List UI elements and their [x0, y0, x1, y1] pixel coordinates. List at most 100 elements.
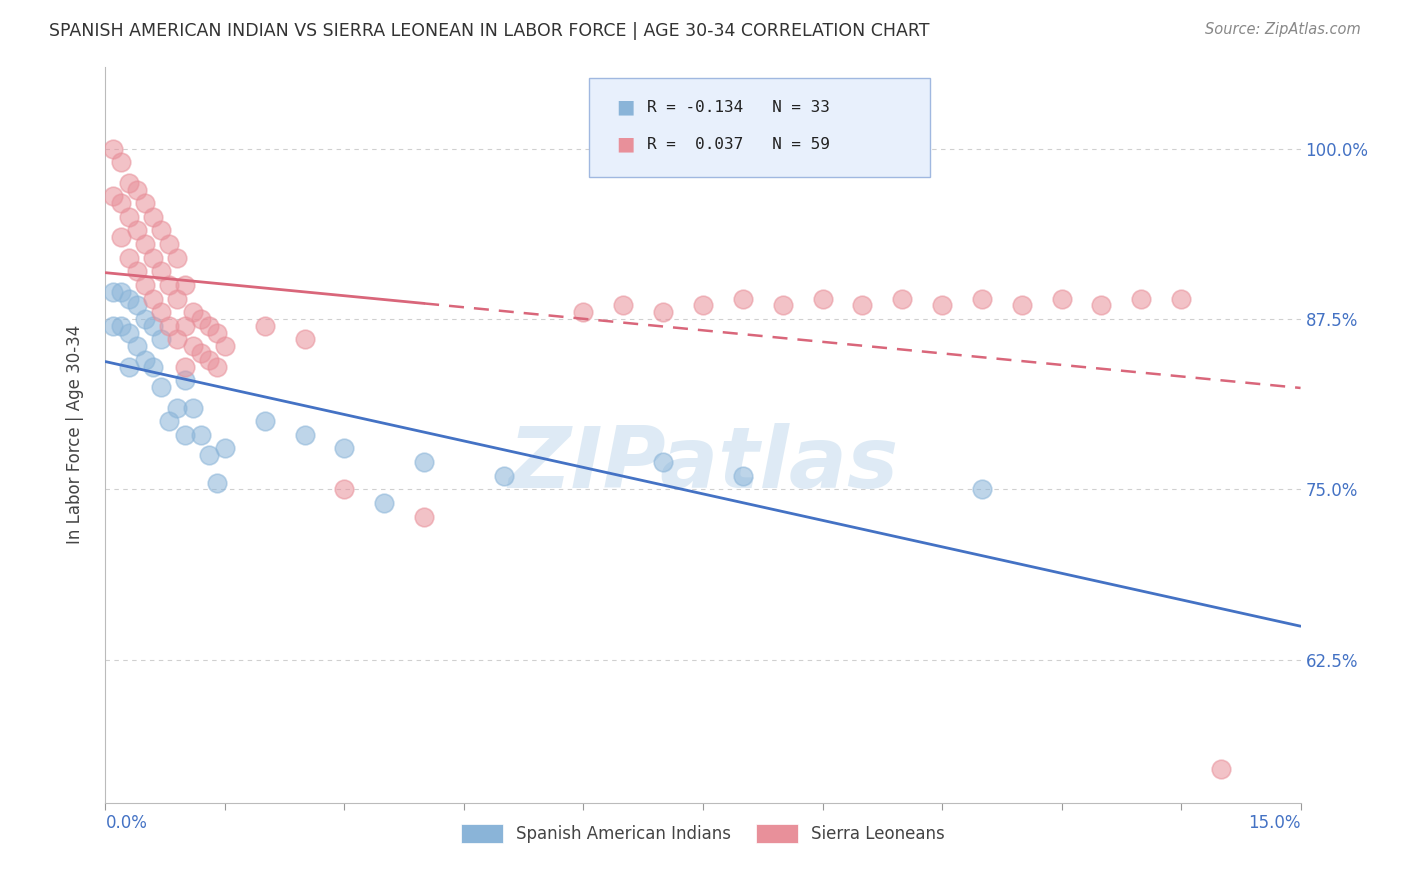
Point	[190, 428, 212, 442]
Point	[1130, 292, 1153, 306]
Point	[110, 155, 132, 169]
Point	[205, 475, 228, 490]
Point	[891, 292, 914, 306]
Point	[110, 285, 132, 299]
Point	[214, 339, 236, 353]
Point	[150, 305, 173, 319]
Point	[413, 455, 436, 469]
Point	[851, 298, 873, 312]
Point	[142, 251, 165, 265]
Point	[572, 305, 595, 319]
Point	[150, 333, 173, 347]
Point	[731, 468, 754, 483]
Point	[1209, 762, 1232, 776]
Text: ■: ■	[616, 98, 634, 117]
Point	[110, 318, 132, 333]
Point	[294, 428, 316, 442]
Point	[157, 237, 180, 252]
Point	[166, 251, 188, 265]
FancyBboxPatch shape	[589, 78, 931, 178]
Point	[333, 442, 356, 456]
Point	[214, 442, 236, 456]
Point	[652, 455, 675, 469]
Point	[127, 264, 149, 278]
Point	[103, 318, 125, 333]
Point	[150, 264, 173, 278]
Point	[157, 414, 180, 428]
Point	[1170, 292, 1192, 306]
Text: 0.0%: 0.0%	[105, 814, 148, 831]
Point	[198, 448, 221, 462]
Text: R =  0.037   N = 59: R = 0.037 N = 59	[647, 136, 830, 152]
Point	[157, 318, 180, 333]
Point	[103, 142, 125, 156]
Point	[692, 298, 714, 312]
Text: SPANISH AMERICAN INDIAN VS SIERRA LEONEAN IN LABOR FORCE | AGE 30-34 CORRELATION: SPANISH AMERICAN INDIAN VS SIERRA LEONEA…	[49, 22, 929, 40]
Point	[970, 292, 993, 306]
Point	[127, 298, 149, 312]
Point	[772, 298, 794, 312]
Point	[253, 318, 276, 333]
Point	[110, 230, 132, 244]
Point	[731, 292, 754, 306]
Point	[118, 251, 141, 265]
Point	[181, 401, 204, 415]
Point	[142, 318, 165, 333]
Text: Source: ZipAtlas.com: Source: ZipAtlas.com	[1205, 22, 1361, 37]
Point	[142, 359, 165, 374]
Point	[181, 305, 204, 319]
Point	[157, 277, 180, 292]
Y-axis label: In Labor Force | Age 30-34: In Labor Force | Age 30-34	[66, 326, 84, 544]
Text: ZIPatlas: ZIPatlas	[508, 423, 898, 506]
Point	[198, 352, 221, 367]
Point	[118, 359, 141, 374]
Point	[198, 318, 221, 333]
Point	[181, 339, 204, 353]
Point	[166, 333, 188, 347]
Point	[205, 326, 228, 340]
Point	[110, 196, 132, 211]
Point	[492, 468, 515, 483]
Point	[612, 298, 634, 312]
Point	[142, 292, 165, 306]
Point	[118, 176, 141, 190]
Point	[103, 189, 125, 203]
Point	[127, 223, 149, 237]
Point	[134, 277, 156, 292]
Point	[134, 312, 156, 326]
Point	[134, 237, 156, 252]
Point	[134, 196, 156, 211]
Point	[118, 210, 141, 224]
Point	[174, 373, 197, 387]
Point	[1011, 298, 1033, 312]
Point	[811, 292, 834, 306]
Point	[174, 428, 197, 442]
Text: 15.0%: 15.0%	[1249, 814, 1301, 831]
Point	[127, 183, 149, 197]
Point	[118, 326, 141, 340]
Point	[1090, 298, 1112, 312]
Legend: Spanish American Indians, Sierra Leoneans: Spanish American Indians, Sierra Leonean…	[454, 817, 952, 850]
Point	[174, 277, 197, 292]
Point	[253, 414, 276, 428]
Point	[190, 312, 212, 326]
Point	[174, 359, 197, 374]
Point	[190, 346, 212, 360]
Point	[294, 333, 316, 347]
Point	[134, 352, 156, 367]
Point	[1050, 292, 1073, 306]
Point	[166, 292, 188, 306]
Point	[174, 318, 197, 333]
Point	[413, 509, 436, 524]
Point	[118, 292, 141, 306]
Point	[931, 298, 953, 312]
Point	[103, 285, 125, 299]
Text: R = -0.134   N = 33: R = -0.134 N = 33	[647, 100, 830, 115]
Point	[205, 359, 228, 374]
Point	[652, 305, 675, 319]
Point	[127, 339, 149, 353]
Point	[333, 483, 356, 497]
Point	[142, 210, 165, 224]
Point	[373, 496, 395, 510]
Point	[150, 380, 173, 394]
